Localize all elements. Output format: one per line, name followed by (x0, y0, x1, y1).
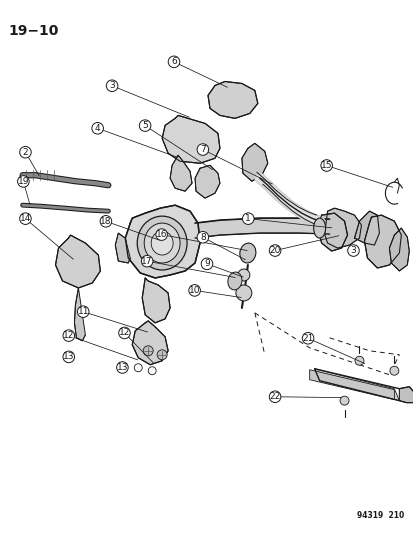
Circle shape (20, 213, 31, 224)
Text: 9: 9 (204, 260, 209, 268)
Polygon shape (309, 370, 394, 400)
Polygon shape (317, 213, 347, 251)
Ellipse shape (151, 231, 173, 255)
Circle shape (63, 351, 74, 362)
Text: 19: 19 (18, 177, 29, 186)
Text: 94319  210: 94319 210 (356, 511, 404, 520)
Text: 11: 11 (77, 307, 89, 316)
Circle shape (119, 327, 130, 339)
Polygon shape (354, 211, 378, 245)
Polygon shape (314, 369, 399, 401)
Polygon shape (241, 143, 267, 181)
Circle shape (155, 229, 167, 240)
Circle shape (18, 176, 29, 187)
Polygon shape (195, 218, 329, 238)
Polygon shape (389, 228, 408, 271)
Circle shape (141, 255, 152, 267)
Text: 8: 8 (199, 233, 205, 242)
Polygon shape (74, 288, 85, 341)
Circle shape (134, 364, 142, 372)
Text: 20: 20 (269, 246, 280, 255)
Polygon shape (55, 235, 100, 288)
Polygon shape (115, 233, 130, 263)
Ellipse shape (227, 272, 241, 290)
Text: 21: 21 (301, 334, 313, 343)
Polygon shape (363, 215, 400, 268)
Circle shape (301, 333, 313, 344)
Text: 13: 13 (63, 352, 74, 361)
Text: 3: 3 (109, 81, 115, 90)
Text: 22: 22 (269, 392, 280, 401)
Text: 10: 10 (188, 286, 200, 295)
Circle shape (242, 213, 254, 224)
Polygon shape (142, 278, 170, 323)
Polygon shape (195, 165, 219, 198)
Circle shape (92, 123, 103, 134)
Circle shape (188, 285, 200, 296)
Text: 2: 2 (23, 148, 28, 157)
Text: 13: 13 (116, 363, 128, 372)
Circle shape (354, 356, 363, 365)
Circle shape (197, 144, 208, 155)
Circle shape (235, 285, 251, 301)
Text: 1: 1 (245, 214, 251, 223)
Polygon shape (125, 205, 199, 278)
Circle shape (139, 120, 150, 132)
Circle shape (106, 80, 118, 92)
Text: 16: 16 (155, 230, 167, 239)
Circle shape (77, 306, 89, 318)
Text: 6: 6 (171, 58, 176, 66)
Ellipse shape (313, 218, 325, 238)
Circle shape (148, 367, 156, 375)
Text: 17: 17 (141, 257, 152, 265)
Text: 5: 5 (142, 121, 147, 130)
Circle shape (201, 258, 212, 270)
Polygon shape (132, 321, 168, 365)
Circle shape (197, 231, 208, 243)
Circle shape (143, 346, 153, 356)
Circle shape (20, 147, 31, 158)
Ellipse shape (137, 216, 187, 270)
Text: 12: 12 (63, 331, 74, 340)
Polygon shape (399, 386, 413, 402)
Polygon shape (207, 82, 257, 118)
Text: 18: 18 (100, 217, 112, 226)
Ellipse shape (144, 223, 180, 263)
Ellipse shape (239, 243, 255, 263)
Text: 15: 15 (320, 161, 332, 170)
Circle shape (268, 391, 280, 402)
Circle shape (268, 245, 280, 256)
Circle shape (389, 366, 398, 375)
Text: 3: 3 (350, 246, 356, 255)
Circle shape (320, 160, 332, 171)
Circle shape (168, 56, 179, 68)
Text: 7: 7 (199, 145, 205, 154)
Text: 12: 12 (119, 328, 130, 337)
Text: 14: 14 (20, 214, 31, 223)
Circle shape (347, 245, 358, 256)
Text: 19−10: 19−10 (9, 23, 59, 38)
Polygon shape (162, 116, 219, 163)
Polygon shape (324, 208, 361, 248)
Circle shape (100, 215, 112, 227)
Circle shape (157, 350, 167, 360)
Circle shape (116, 362, 128, 373)
Circle shape (339, 396, 348, 405)
Text: 4: 4 (95, 124, 100, 133)
Circle shape (237, 269, 249, 281)
Polygon shape (170, 155, 192, 191)
Circle shape (63, 330, 74, 342)
